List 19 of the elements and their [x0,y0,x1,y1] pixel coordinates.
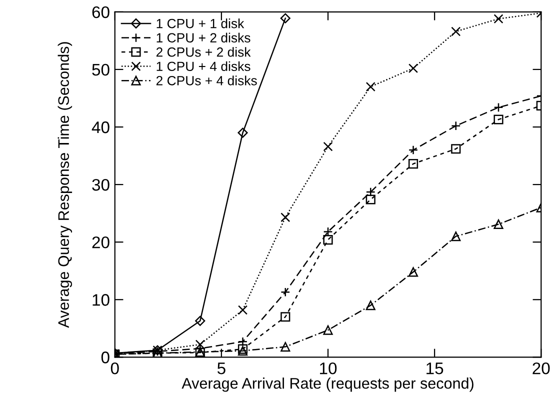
y-tick-label: 30 [92,178,110,191]
y-axis-title: Average Query Response Time (Seconds) [58,42,72,328]
x-tick-label: 10 [320,362,337,374]
y-tick-label: 20 [92,236,110,248]
x-tick-label: 20 [532,362,550,374]
y-tick-label: 50 [92,64,110,76]
legend-label: 1 CPU + 1 disk [156,18,244,28]
y-tick-label: 10 [92,294,110,306]
x-tick-label: 5 [217,362,226,374]
x-tick-label: 15 [426,362,444,374]
legend-label: 2 CPUs + 4 disks [156,76,257,86]
legend-label: 1 CPU + 2 disks [156,32,250,42]
y-tick-label: 0 [101,352,110,364]
legend-label: 1 CPU + 4 disks [156,61,250,72]
x-axis-title: Average Arrival Rate (requests per second) [182,378,474,392]
legend-label: 2 CPUs + 2 disk [156,47,251,57]
y-tick-label: 40 [92,121,110,134]
x-tick-label: 0 [110,362,119,374]
y-tick-label: 60 [92,6,110,18]
